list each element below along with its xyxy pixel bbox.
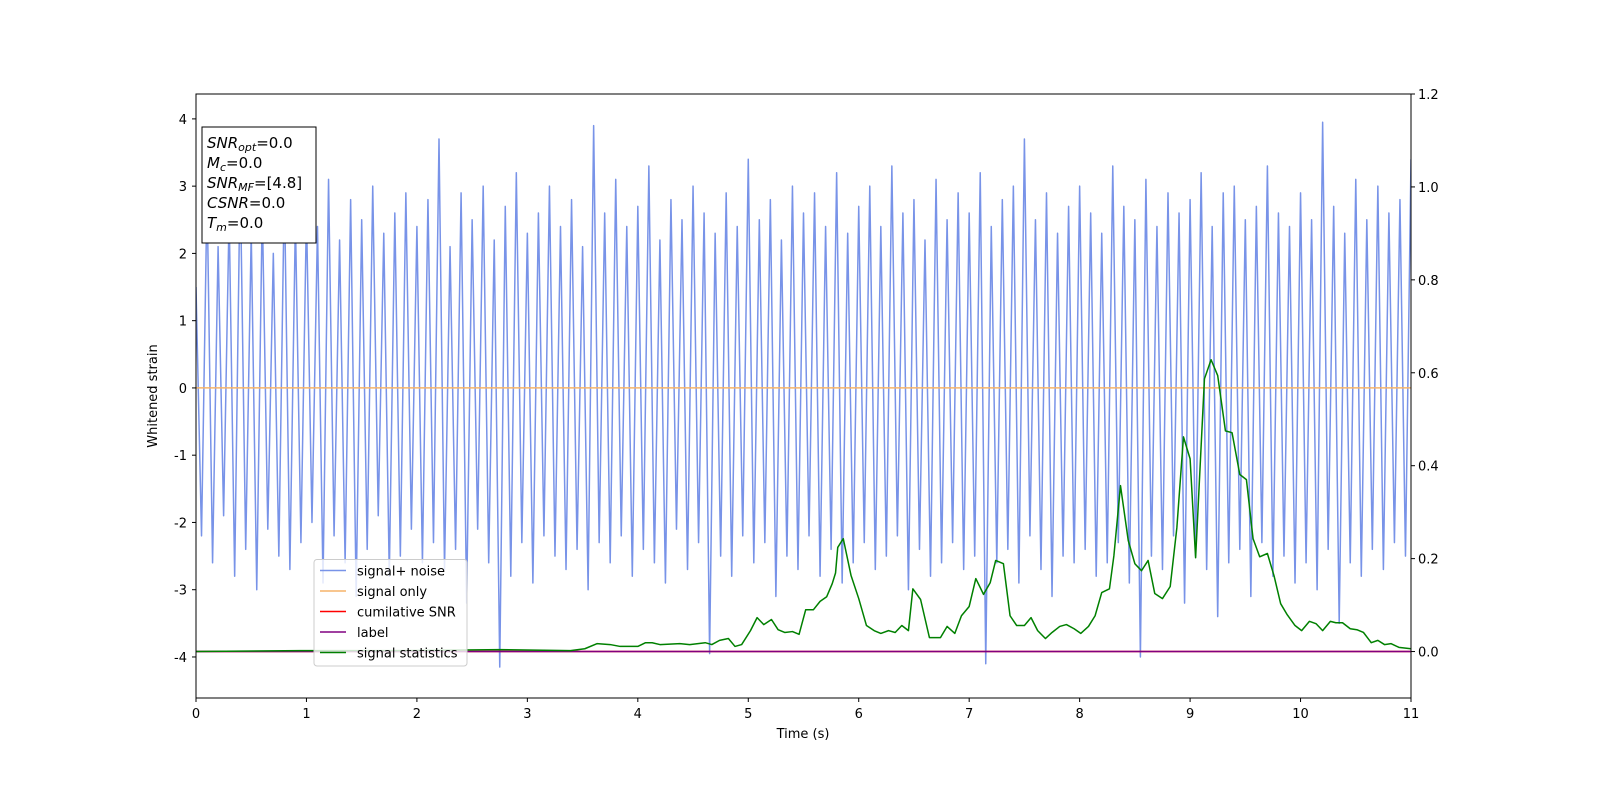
legend-label: signal statistics — [357, 647, 458, 662]
axes-frame — [195, 93, 1412, 699]
y-tick-label: 0 — [179, 382, 187, 397]
y2-tick-label: 0.4 — [1418, 460, 1439, 475]
annotation-subscript: MF — [238, 181, 254, 194]
x-axis-label: Time (s) — [776, 727, 830, 742]
legend-label: cumilative SNR — [357, 606, 456, 621]
x-tick-label: 1 — [302, 707, 310, 722]
annotation-subscript: m — [216, 221, 227, 234]
x-tick-label: 3 — [523, 707, 531, 722]
y2-tick-label: 0.2 — [1418, 553, 1439, 568]
annotation-frame — [201, 126, 317, 244]
annotation-text: Mc=0.0 — [207, 154, 262, 174]
y2-tick-label: 0.6 — [1418, 367, 1439, 382]
annotation-box: SNRopt=0.0Mc=0.0SNRMF=[4.8]CSNR=0.0Tm=0.… — [201, 126, 317, 244]
annotation-symbol: T — [207, 214, 218, 232]
annotation-value: =0.0 — [227, 214, 263, 232]
x-tick-label: 11 — [1403, 707, 1420, 722]
x-tick-label: 8 — [1075, 707, 1083, 722]
legend-label: signal+ noise — [357, 565, 445, 580]
x-tick-label: 0 — [192, 707, 200, 722]
x-tick-label: 4 — [634, 707, 642, 722]
y-tick-label: -1 — [174, 449, 187, 464]
x-tick-label: 6 — [855, 707, 863, 722]
y2-tick-label: 1.0 — [1418, 181, 1439, 196]
legend: signal+ noise signal only cumilative SNR la… — [313, 559, 468, 667]
annotation-subscript: c — [220, 161, 226, 174]
annotation-subscript: opt — [238, 141, 257, 154]
annotation-text: Tm=0.0 — [207, 214, 263, 234]
x-tick-label: 7 — [965, 707, 973, 722]
y-tick-label: 4 — [179, 113, 187, 128]
series-line — [196, 359, 1411, 653]
y-tick-label: 3 — [179, 180, 187, 195]
annotation-symbol: CSNR — [207, 194, 249, 212]
y2-tick-label: 1.2 — [1418, 88, 1439, 103]
annotation-value: =0.0 — [226, 154, 262, 172]
y2-tick-label: 0.8 — [1418, 274, 1439, 289]
y2-tick-label: 0.0 — [1418, 646, 1439, 661]
x-tick-label: 2 — [413, 707, 421, 722]
x-tick-label: 9 — [1186, 707, 1194, 722]
y-tick-label: -2 — [174, 516, 187, 531]
annotation-symbol: SNR — [207, 134, 238, 152]
x-tick-label: 5 — [744, 707, 752, 722]
legend-label: label — [357, 626, 388, 641]
y-tick-label: -3 — [174, 584, 187, 599]
annotation-symbol: M — [207, 154, 220, 172]
annotation-value: =[4.8] — [254, 174, 302, 192]
y-tick-label: 2 — [179, 247, 187, 262]
series-line — [196, 121, 1411, 668]
y-tick-label: -4 — [174, 651, 187, 666]
annotation-text: SNRopt=0.0 — [207, 134, 293, 154]
annotation-symbol: SNR — [207, 174, 238, 192]
annotation-text: SNRMF=[4.8] — [207, 174, 302, 194]
x-tick-label: 10 — [1292, 707, 1309, 722]
legend-box — [313, 559, 468, 667]
legend-label: signal only — [357, 585, 427, 600]
annotation-value: =0.0 — [256, 134, 292, 152]
annotation-text: CSNR=0.0 — [207, 194, 285, 212]
y-axis-label: Whitened strain — [146, 344, 161, 447]
annotation-value: =0.0 — [249, 194, 285, 212]
y-tick-label: 1 — [179, 315, 187, 330]
